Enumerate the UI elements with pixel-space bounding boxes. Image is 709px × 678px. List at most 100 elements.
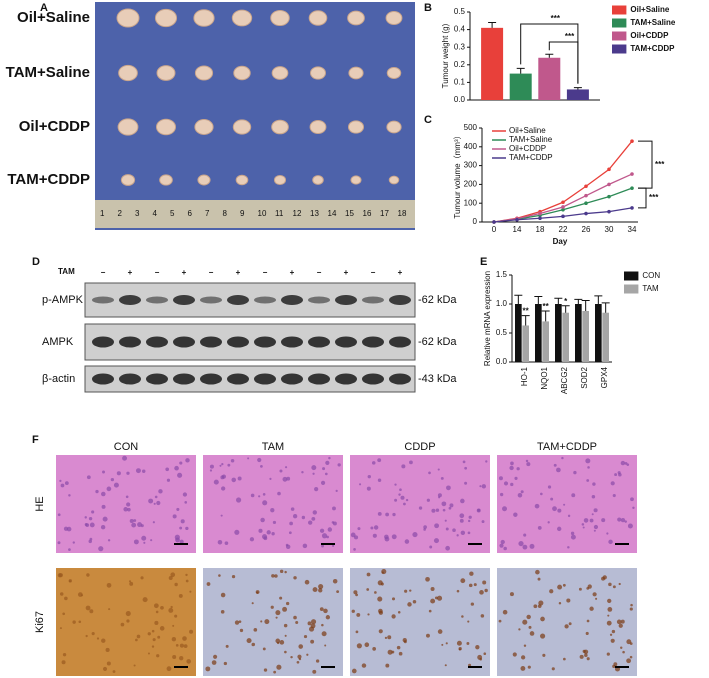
cell <box>351 668 357 674</box>
error-bar <box>514 294 523 304</box>
cell <box>105 647 110 653</box>
cell <box>182 636 187 641</box>
cell <box>510 482 514 487</box>
cell <box>269 477 272 480</box>
cell <box>458 648 461 651</box>
cell <box>86 475 91 480</box>
cell <box>370 526 374 530</box>
blot-size: -43 kDa <box>418 373 457 385</box>
legend-label: Oil+CDDP <box>509 144 546 153</box>
cell <box>609 633 613 636</box>
cell <box>89 609 94 614</box>
cell <box>632 506 635 510</box>
tumor <box>194 119 214 135</box>
cell <box>186 659 191 664</box>
cell <box>108 608 111 611</box>
cell <box>437 493 442 498</box>
cell <box>326 535 329 539</box>
point <box>584 184 588 189</box>
cell <box>220 475 225 480</box>
cell <box>325 615 331 620</box>
cell <box>567 514 571 518</box>
cell <box>321 533 328 539</box>
x-tick-label: 34 <box>628 225 637 234</box>
legend-swatch <box>624 271 639 281</box>
ruler-number: 15 <box>345 209 354 218</box>
cell <box>159 626 165 631</box>
cell <box>402 637 407 643</box>
error-bar <box>561 305 570 313</box>
cell <box>288 531 292 535</box>
cell <box>583 649 589 655</box>
bar <box>542 321 549 362</box>
cell <box>618 473 622 477</box>
cell <box>578 587 582 591</box>
point <box>561 200 565 205</box>
cell <box>622 650 625 654</box>
band <box>308 373 330 385</box>
cell <box>551 667 555 671</box>
cell <box>60 483 65 488</box>
error-bar <box>573 87 582 90</box>
cell <box>449 503 454 508</box>
cell <box>174 582 178 587</box>
cell <box>540 616 545 622</box>
cell <box>561 456 564 460</box>
cell <box>426 633 430 638</box>
cell <box>364 642 370 648</box>
error-bar <box>594 295 603 304</box>
cell <box>89 537 93 541</box>
lane-sign: + <box>182 268 187 277</box>
cell <box>502 609 508 615</box>
tumor <box>154 8 178 28</box>
cell <box>153 603 159 609</box>
cell <box>177 472 183 478</box>
cell <box>236 497 242 503</box>
error-bar <box>516 67 525 74</box>
cell <box>295 621 299 625</box>
x-tick-label: 26 <box>582 225 591 234</box>
cell <box>591 494 596 499</box>
cell <box>321 544 324 548</box>
cell <box>205 666 211 672</box>
cell <box>182 492 188 497</box>
cell <box>224 541 229 545</box>
band <box>92 373 114 385</box>
cell <box>98 546 104 552</box>
cell <box>154 620 159 625</box>
cell <box>355 593 358 597</box>
cell <box>537 577 541 581</box>
blot-size: -62 kDa <box>418 336 457 348</box>
cell <box>359 483 362 486</box>
micrograph <box>203 455 343 553</box>
cell <box>135 638 138 642</box>
cell <box>179 461 183 465</box>
tumor <box>273 174 287 186</box>
band <box>200 336 222 348</box>
lane-sign: − <box>317 268 322 277</box>
cell <box>125 495 129 499</box>
cell <box>593 508 598 513</box>
cell <box>185 573 188 577</box>
band <box>173 295 195 305</box>
cell <box>350 532 356 538</box>
x-tick-label: 22 <box>559 225 568 234</box>
cell <box>102 470 105 474</box>
cell <box>353 590 358 595</box>
cell <box>564 624 569 629</box>
cell <box>185 526 189 531</box>
cell <box>298 644 304 649</box>
cell <box>441 501 447 507</box>
tumor <box>386 66 402 80</box>
cell <box>445 527 449 531</box>
cell <box>542 653 546 657</box>
cell <box>585 631 589 636</box>
cell <box>292 514 298 519</box>
cell <box>262 500 268 506</box>
cell <box>213 654 218 659</box>
cell <box>102 666 108 671</box>
band <box>173 373 195 385</box>
y-tick-label: 1.0 <box>496 299 508 308</box>
cell <box>156 500 161 506</box>
micrograph <box>497 568 637 676</box>
